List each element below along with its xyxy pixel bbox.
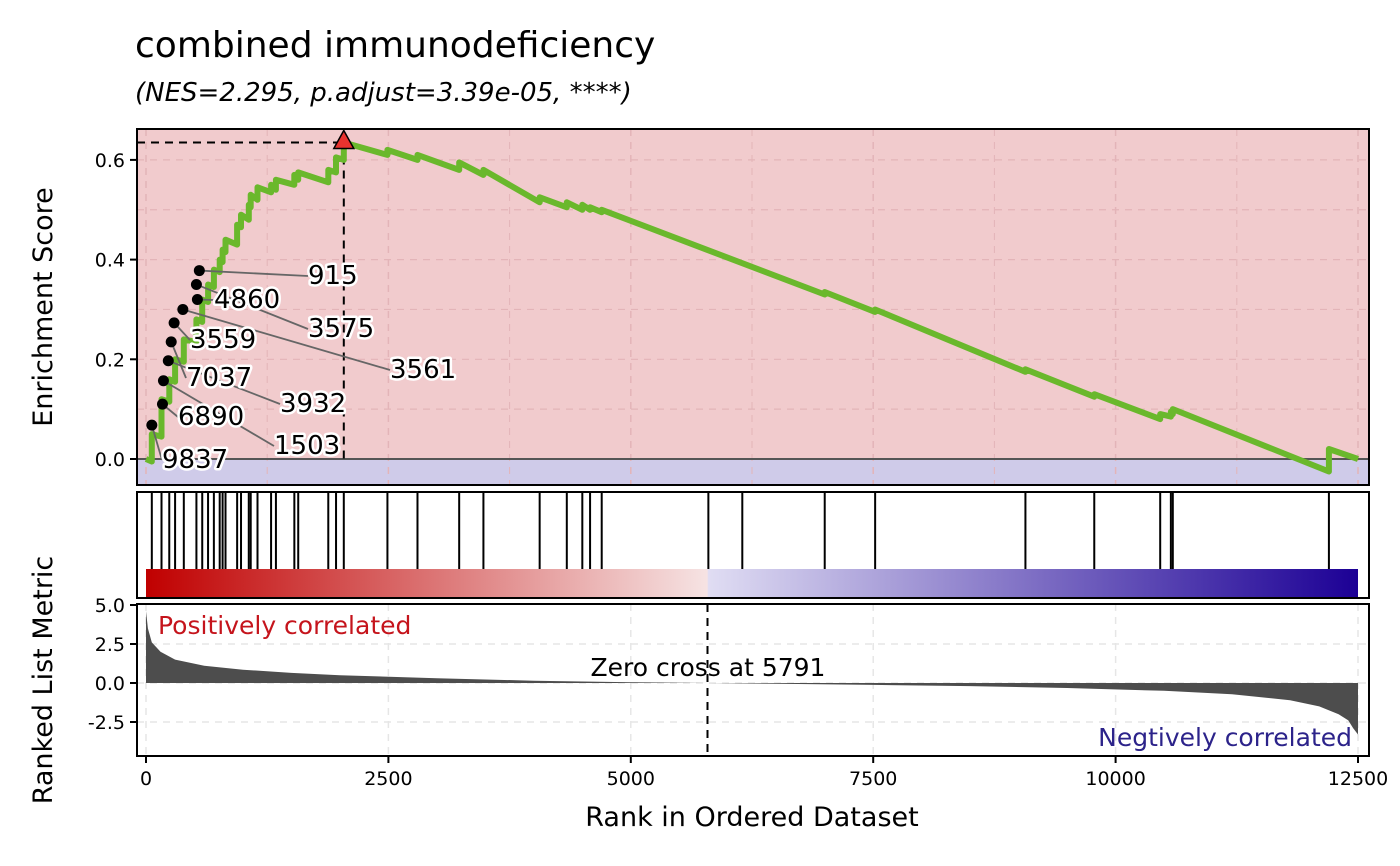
gene-point (168, 317, 180, 329)
plot-title: combined immunodeficiency (135, 25, 655, 66)
gene-label: 1503 (274, 431, 340, 461)
rank-y-tick-label: 0.0 (95, 673, 125, 695)
es-y-tick-label: 0.4 (95, 250, 125, 272)
negative-label: Negtively correlated (1098, 723, 1352, 752)
gene-leader-line (150, 424, 163, 461)
gene-point (157, 375, 169, 387)
gene-point (165, 336, 177, 348)
x-axis-label: Rank in Ordered Dataset (585, 802, 918, 833)
gene-point (146, 419, 158, 431)
x-tick-label: 5000 (607, 768, 655, 790)
rank-frame (136, 603, 1370, 757)
gene-label: 3575 (308, 314, 374, 344)
gene-label: 9837 (162, 445, 228, 475)
negative-region (137, 459, 1369, 485)
gene-point (191, 293, 203, 305)
x-tick-label: 0 (140, 768, 152, 790)
gene-leader-line (182, 308, 391, 371)
gene-point (177, 303, 189, 315)
x-tick-label: 10000 (1085, 768, 1145, 790)
positive-label: Positively correlated (158, 611, 411, 640)
hits-frame (136, 491, 1370, 599)
zero-cross-label: Zero cross at 5791 (591, 653, 826, 682)
positive-region (137, 129, 1369, 459)
es-y-tick-label: 0.6 (95, 150, 125, 172)
rank-heat-strip (146, 569, 1358, 598)
gene-point (162, 355, 174, 367)
gene-label: 7037 (186, 363, 252, 393)
rank-y-axis: -2.5 0.0 2.5 5.0 (88, 595, 137, 734)
gene-label: 3559 (190, 325, 256, 355)
es-curve (144, 139, 1359, 475)
x-tick-label: 12500 (1328, 768, 1388, 790)
hit-lines (150, 492, 1330, 569)
gene-point (156, 398, 168, 410)
es-frame (136, 128, 1370, 486)
x-tick-label: 2500 (364, 768, 412, 790)
rank-y-axis-label: Ranked List Metric (28, 556, 59, 805)
x-tick-label: 7500 (849, 768, 897, 790)
es-y-tick-label: 0.0 (95, 449, 125, 471)
gene-label: 6890 (178, 402, 244, 432)
gene-point (193, 265, 205, 277)
hits-panel (136, 491, 1370, 599)
rank-panel: Positively correlated Negtively correlat… (88, 595, 1388, 790)
gene-label: 3561 (390, 355, 456, 385)
gene-label: 3932 (280, 389, 346, 419)
gene-leader-line (167, 359, 281, 405)
peak-marker (332, 128, 356, 150)
rank-y-tick-label: 5.0 (95, 595, 125, 617)
es-y-axis-label: Enrichment Score (28, 187, 59, 427)
gene-point (190, 279, 202, 291)
gene-leader-line (170, 341, 187, 379)
gene-leader-line (199, 269, 309, 277)
rank-y-tick-label: -2.5 (88, 712, 125, 734)
gene-labels: 915 4860 3575 3561 3559 7037 3932 1503 6890 9837 (146, 259, 459, 478)
peak-guides (137, 141, 345, 459)
es-panel: 915486035753561355970373932150368909837 … (95, 128, 1370, 486)
rank-x-axis: 0 2500 5000 7500 10000 12500 (140, 756, 1388, 790)
es-gridlines (137, 129, 1369, 485)
gene-leader-line (196, 283, 309, 330)
plot-subtitle: (NES=2.295, p.adjust=3.39e-05, ****) (135, 78, 632, 108)
gene-leader-line (162, 379, 275, 447)
es-y-tick-label: 0.2 (95, 349, 125, 371)
rank-y-tick-label: 2.5 (95, 634, 125, 656)
gene-label: 4860 (214, 285, 280, 315)
gene-label: 915 (308, 261, 358, 291)
es-y-axis: 0.0 0.2 0.4 0.6 (95, 150, 137, 471)
